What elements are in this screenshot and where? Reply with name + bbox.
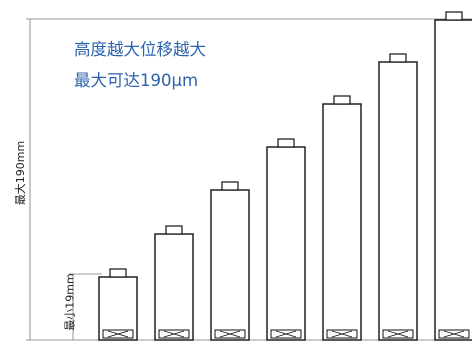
- actuator-stack: [266, 138, 306, 341]
- actuator-stack: [322, 95, 362, 341]
- stack-cap: [221, 181, 239, 191]
- stack-cap: [109, 268, 127, 278]
- actuator-stacks: [98, 11, 472, 341]
- stack-body: [434, 19, 472, 341]
- stack-body: [154, 233, 194, 341]
- connector-cross: [107, 330, 129, 338]
- connector-cross: [163, 330, 185, 338]
- actuator-stack: [154, 225, 194, 341]
- actuator-stack: [210, 181, 250, 341]
- max-height-label: 最大190mm: [14, 140, 28, 206]
- caption-line-1: 高度越大位移越大: [74, 40, 206, 59]
- stack-body: [322, 103, 362, 341]
- connector-cross: [275, 330, 297, 338]
- stack-body: [210, 189, 250, 341]
- stack-cap: [389, 53, 407, 63]
- actuator-stack: [378, 53, 418, 341]
- stack-cap: [165, 225, 183, 235]
- connector-cross: [219, 330, 241, 338]
- connector-cross: [331, 330, 353, 338]
- connector-cross: [387, 330, 409, 338]
- min-dimension: [69, 273, 102, 340]
- stack-body: [266, 146, 306, 341]
- actuator-stack: [98, 268, 138, 341]
- caption-line-2: 最大可达190μm: [74, 71, 199, 90]
- min-height-label: 最小19mm: [63, 273, 77, 331]
- connector-cross: [443, 330, 465, 338]
- stack-cap: [445, 11, 463, 21]
- stack-body: [378, 61, 418, 341]
- actuator-stack: [434, 11, 472, 341]
- stack-cap: [277, 138, 295, 148]
- stack-cap: [333, 95, 351, 105]
